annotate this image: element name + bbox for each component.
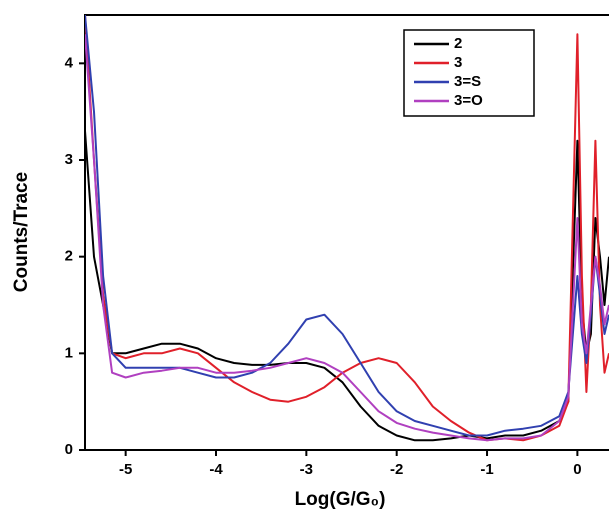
y-tick-label: 3 xyxy=(65,151,73,168)
plot-frame xyxy=(84,14,609,451)
series-line xyxy=(85,34,609,442)
legend-label: 3 xyxy=(454,54,462,71)
legend-label: 3=S xyxy=(454,73,481,90)
x-tick-label: 0 xyxy=(573,461,581,478)
x-tick-label: -3 xyxy=(300,461,313,478)
series-line xyxy=(85,130,609,442)
x-tick-label: -2 xyxy=(390,461,403,478)
legend-label: 2 xyxy=(454,35,462,52)
x-tick-label: -1 xyxy=(480,461,493,478)
legend-label: 3=O xyxy=(454,92,483,109)
x-tick-label: -5 xyxy=(119,461,132,478)
series-line xyxy=(85,15,609,442)
y-tick-label: 4 xyxy=(65,54,74,71)
y-tick-label: 2 xyxy=(65,248,73,265)
x-tick-label: -4 xyxy=(209,461,223,478)
plot-area xyxy=(85,15,609,442)
y-tick-label: 0 xyxy=(65,441,73,458)
y-tick-label: 1 xyxy=(65,344,73,361)
x-axis-title: Log(G/G₀) xyxy=(295,489,386,510)
y-axis-title: Counts/Trace xyxy=(11,172,32,292)
